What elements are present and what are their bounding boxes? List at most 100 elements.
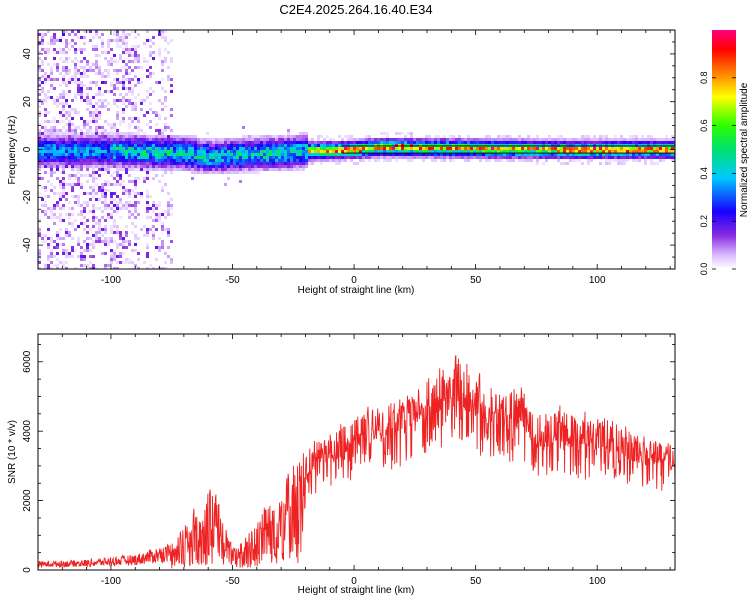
spectrogram-cell <box>101 132 104 135</box>
spectrogram-cell <box>95 237 98 240</box>
spectrogram-cell <box>311 156 314 159</box>
spectrogram-cell <box>116 195 119 198</box>
spectrogram-cell <box>611 153 614 156</box>
spectrogram-cell <box>245 162 248 165</box>
spectrogram-cell <box>191 135 194 138</box>
spectrogram-cell <box>146 150 149 153</box>
spectrogram-cell <box>614 150 617 153</box>
spectrogram-cell <box>149 165 152 168</box>
spectrogram-cell <box>545 141 548 144</box>
spectrogram-cell <box>182 165 185 168</box>
spectrogram-cell <box>80 150 83 153</box>
spectrogram-cell <box>86 150 89 153</box>
spectrogram-cell <box>134 132 137 135</box>
spectrogram-cell <box>152 150 155 153</box>
spectrogram-cell <box>107 102 110 105</box>
spectrogram-cell <box>128 87 131 90</box>
spectrogram-cell <box>155 144 158 147</box>
spectrogram-cell <box>50 207 53 210</box>
spectrogram-cell <box>41 144 44 147</box>
spectrogram-cell <box>602 141 605 144</box>
spectrogram-cell <box>152 267 155 269</box>
spectrogram-cell <box>440 153 443 156</box>
spectrogram-cell <box>335 147 338 150</box>
spectrogram-cell <box>104 165 107 168</box>
spectrogram-cell <box>92 204 95 207</box>
spectrogram-cell <box>95 192 98 195</box>
spectrogram-cell <box>554 138 557 141</box>
spectrogram-cell <box>332 144 335 147</box>
spectrogram-cell <box>275 150 278 153</box>
spectrogram-cell <box>143 99 146 102</box>
spectrogram-cell <box>287 135 290 138</box>
spectrogram-cell <box>146 177 149 180</box>
spectrogram-cell <box>341 147 344 150</box>
spectrogram-cell <box>188 144 191 147</box>
spectrogram-cell <box>425 153 428 156</box>
spectrogram-cell <box>161 30 164 33</box>
spectrogram-cell <box>206 153 209 156</box>
spectrogram-cell <box>311 150 314 153</box>
spectrogram-cell <box>86 153 89 156</box>
spectrogram-cell <box>656 150 659 153</box>
spectrogram-cell <box>335 156 338 159</box>
spectrogram-cell <box>278 162 281 165</box>
spectrogram-cell <box>116 150 119 153</box>
spectrogram-cell <box>143 135 146 138</box>
spectrogram-cell <box>284 156 287 159</box>
spectrogram-cell <box>401 144 404 147</box>
spectrogram-cell <box>98 147 101 150</box>
spectrogram-cell <box>413 138 416 141</box>
spectrogram-cell <box>155 159 158 162</box>
spectrogram-cell <box>614 159 617 162</box>
spectrogram-cell <box>92 120 95 123</box>
spectrogram-cell <box>59 162 62 165</box>
spectrogram-cell <box>605 135 608 138</box>
spectrogram-cell <box>314 150 317 153</box>
spectrogram-cell <box>38 255 41 258</box>
spectrogram-cell <box>38 174 41 177</box>
spectrogram-cell <box>311 153 314 156</box>
spectrogram-cell <box>164 57 167 60</box>
spectrogram-cell <box>68 120 71 123</box>
spectrogram-cell <box>107 60 110 63</box>
spectrogram-cell <box>530 156 533 159</box>
spectrogram-cell <box>107 90 110 93</box>
spectrogram-cell <box>59 165 62 168</box>
spectrogram-cell <box>623 141 626 144</box>
spectrogram-cell <box>95 234 98 237</box>
spectrogram-cell <box>125 42 128 45</box>
spectrogram-cell <box>326 147 329 150</box>
spectrogram-cell <box>173 153 176 156</box>
spectrogram-cell <box>542 141 545 144</box>
spectrogram-cell <box>653 156 656 159</box>
spectrogram-cell <box>524 147 527 150</box>
spectrogram-cell <box>59 237 62 240</box>
spectrogram-cell <box>80 168 83 171</box>
spectrogram-cell <box>560 138 563 141</box>
spectrogram-cell <box>143 180 146 183</box>
spectrogram-cell <box>329 159 332 162</box>
spectrogram-cell <box>86 144 89 147</box>
spectrogram-cell <box>38 219 41 222</box>
spectrogram-cell <box>230 147 233 150</box>
spectrogram-cell <box>575 153 578 156</box>
spectrogram-cell <box>608 147 611 150</box>
spectrogram-cell <box>242 156 245 159</box>
spectrogram-cell <box>128 90 131 93</box>
spectrogram-cell <box>278 150 281 153</box>
spectrogram-cell <box>626 150 629 153</box>
spectrogram-cell <box>71 174 74 177</box>
spectrogram-cell <box>107 240 110 243</box>
spectrogram-cell <box>668 147 671 150</box>
spectrogram-cell <box>449 144 452 147</box>
spectrogram-cell <box>119 255 122 258</box>
spectrogram-cell <box>98 141 101 144</box>
spectrogram-cell <box>125 261 128 264</box>
spectrogram-cell <box>302 168 305 171</box>
spectrogram-cell <box>515 138 518 141</box>
spectrogram-cell <box>197 141 200 144</box>
spectrogram-cell <box>119 123 122 126</box>
spectrogram-cell <box>116 129 119 132</box>
spectrogram-cell <box>383 141 386 144</box>
